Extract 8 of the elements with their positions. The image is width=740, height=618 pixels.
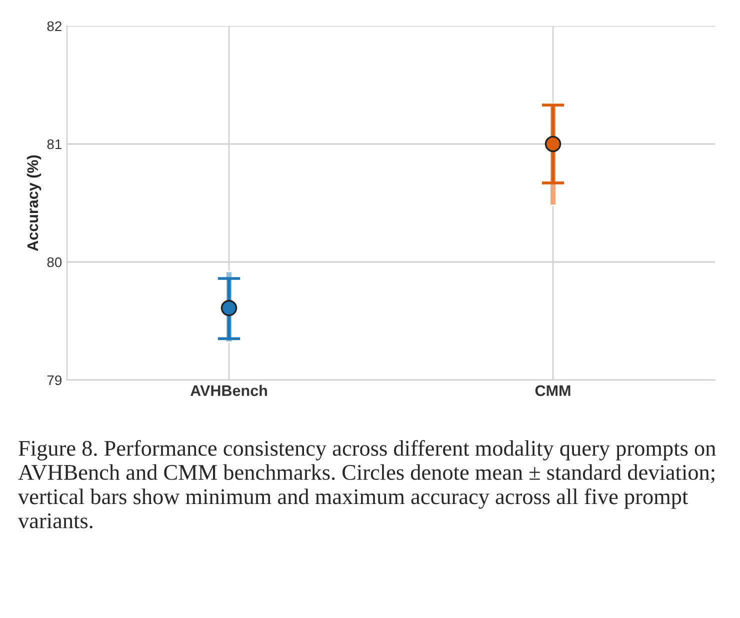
y-axis-title: Accuracy (%)	[26, 155, 42, 252]
y-tick-label: 80	[47, 257, 62, 268]
y-tick-label: 82	[47, 21, 62, 32]
y-tick-label: 81	[47, 139, 62, 150]
y-tick-label: 79	[47, 375, 62, 386]
x-tick-label: CMM	[535, 385, 570, 396]
x-tick-label: AVHBench	[190, 384, 267, 396]
caption: Figure 8. Performance consistency across different modality query prompts on AVHBench and CMM benchmarks. Circles denote mean ± standard deviation; vertical bars show minimum and maximum accuracy across all five prompt variants.	[18, 440, 716, 528]
